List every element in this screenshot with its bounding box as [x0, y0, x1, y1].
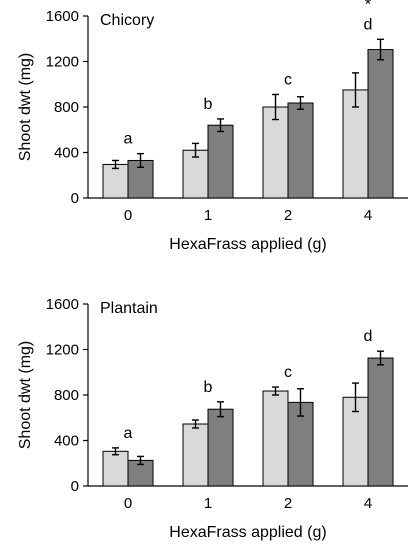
bar-series1-1	[182, 423, 209, 487]
significance-label: d	[364, 328, 373, 345]
bar-series2-4	[367, 49, 394, 199]
x-axis-title: HexaFrass applied (g)	[169, 236, 326, 253]
x-tick-label: 4	[364, 207, 372, 224]
bar-series1-2	[262, 106, 289, 199]
bar-series2-4	[367, 357, 394, 487]
y-tick-label: 400	[54, 145, 79, 162]
y-tick-label: 0	[71, 478, 79, 495]
x-tick-label: 2	[284, 207, 292, 224]
y-tick-label: 800	[54, 387, 79, 404]
significance-label: c	[284, 364, 292, 381]
y-tick-label: 1600	[46, 296, 79, 313]
bar-series1-4	[342, 89, 369, 199]
chart-panel-chicory: 0 400 800 1200 1600 0 1 2 4 a b c d * Chicory Shoot dwt…	[17, 0, 408, 253]
x-tick-label: 1	[204, 495, 212, 512]
y-tick-label: 1200	[46, 342, 79, 359]
y-tick-label: 1200	[46, 54, 79, 71]
significance-label: d	[364, 16, 373, 33]
bar-series2-2	[287, 102, 314, 199]
bar-series2-1	[207, 124, 234, 199]
x-tick-label: 2	[284, 495, 292, 512]
x-tick-label: 0	[124, 495, 132, 512]
y-tick-label: 400	[54, 433, 79, 450]
y-axis-title: Shoot dwt (mg)	[17, 341, 34, 449]
significance-label: c	[284, 71, 292, 88]
y-tick-label: 800	[54, 99, 79, 116]
significance-label: a	[124, 131, 133, 148]
x-tick-label: 0	[124, 207, 132, 224]
x-axis-title: HexaFrass applied (g)	[169, 524, 326, 541]
significance-label: b	[204, 379, 213, 396]
chart-panel-plantain: 0 400 800 1200 1600 0 1 2 4 a b c d Plantain Shoot dwt…	[17, 296, 408, 541]
significance-label: b	[204, 96, 213, 113]
bar-series1-0	[102, 450, 129, 487]
bar-series1-2	[262, 390, 289, 487]
y-axis-title: Shoot dwt (mg)	[17, 53, 34, 161]
significance-label: a	[124, 425, 133, 442]
y-tick-label: 0	[71, 190, 79, 207]
y-tick-label: 1600	[46, 8, 79, 25]
panel-title: Plantain	[100, 300, 158, 317]
bar-series2-1	[207, 408, 234, 487]
panel-title: Chicory	[100, 12, 154, 29]
significance-label: *	[365, 0, 371, 13]
x-tick-label: 1	[204, 207, 212, 224]
bar-series1-0	[102, 163, 129, 199]
x-tick-label: 4	[364, 495, 372, 512]
